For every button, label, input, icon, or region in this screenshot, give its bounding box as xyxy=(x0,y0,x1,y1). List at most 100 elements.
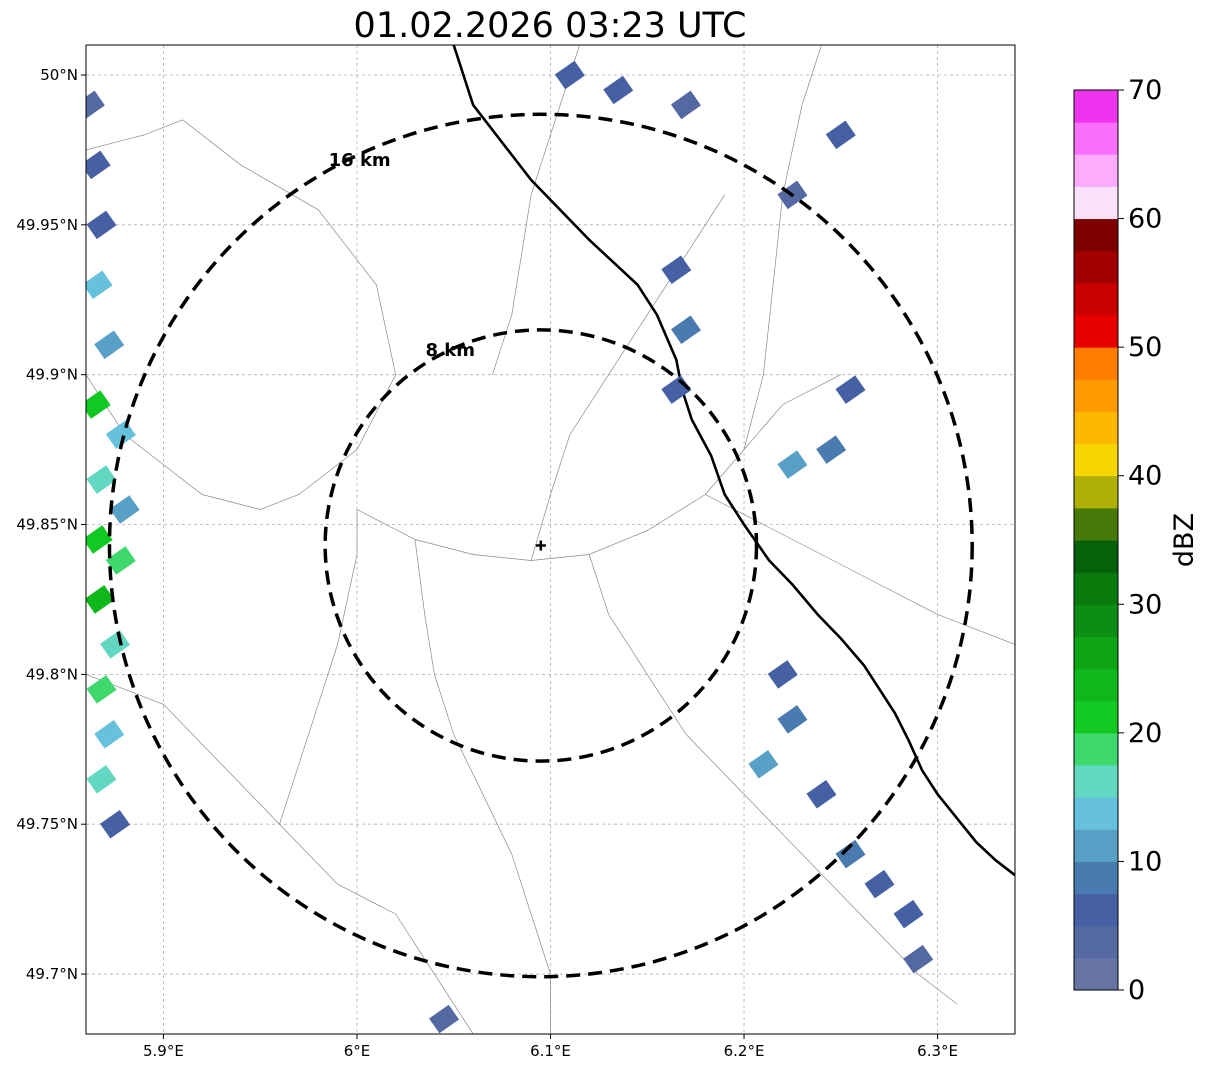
precip-cell xyxy=(94,720,125,749)
colorbar-segment xyxy=(1074,475,1118,509)
regional-boundary xyxy=(530,194,725,561)
precip-cell xyxy=(767,660,798,689)
precip-cell xyxy=(893,899,924,929)
x-tick-label: 6.3°E xyxy=(917,1042,958,1060)
precip-cell xyxy=(86,150,111,180)
x-tick-label: 6.1°E xyxy=(530,1042,571,1060)
regional-boundary xyxy=(705,494,1015,645)
regional-boundary xyxy=(414,539,551,1034)
colorbar-segment xyxy=(1074,443,1118,477)
regional-boundary xyxy=(86,674,474,1034)
colorbar-segment xyxy=(1074,315,1118,348)
colorbar-tick-label: 20 xyxy=(1128,718,1162,749)
regional-boundary xyxy=(492,45,580,375)
precipitation-layer xyxy=(86,60,934,1034)
colorbar-tick-label: 10 xyxy=(1128,846,1162,877)
precip-cell xyxy=(661,255,692,285)
colorbar-segment xyxy=(1074,507,1118,541)
x-tick-label: 5.9°E xyxy=(143,1042,184,1060)
regional-boundary xyxy=(588,554,958,1005)
precip-cell xyxy=(806,779,837,809)
x-axis-ticks: 5.9°E 6°E 6.1°E 6.2°E 6.3°E xyxy=(143,1034,958,1060)
colorbar-tick-label: 70 xyxy=(1128,75,1162,106)
x-tick-label: 6°E xyxy=(344,1042,371,1060)
y-tick-label: 49.8°N xyxy=(26,665,78,683)
precip-cell xyxy=(670,90,701,120)
precip-cell xyxy=(86,585,115,614)
colorbar-segment xyxy=(1074,893,1118,927)
boundaries-layer xyxy=(86,45,1015,1034)
range-ring-16km xyxy=(107,112,974,979)
regional-boundary xyxy=(86,119,397,510)
precip-cell xyxy=(100,630,131,659)
colorbar-segment xyxy=(1074,700,1118,734)
colorbar-segment xyxy=(1074,186,1118,220)
colorbar-segment xyxy=(1074,957,1118,991)
colorbar-tick-label: 40 xyxy=(1128,461,1162,492)
precip-cell xyxy=(86,525,113,554)
y-axis-ticks: 50°N 49.95°N 49.9°N 49.85°N 49.8°N 49.75°N 49.… xyxy=(16,66,86,983)
precip-cell xyxy=(835,375,866,404)
colorbar-segment xyxy=(1074,411,1118,445)
precip-cell xyxy=(864,869,895,899)
colorbar-tick-label: 0 xyxy=(1128,975,1145,1006)
x-tick-label: 6.2°E xyxy=(724,1042,765,1060)
colorbar-segment xyxy=(1074,572,1118,605)
regional-boundary xyxy=(743,45,822,450)
colorbar-tick-label: 30 xyxy=(1128,589,1162,620)
precip-cell xyxy=(86,390,111,419)
precip-cell xyxy=(661,375,692,404)
colorbar-segment xyxy=(1074,829,1118,862)
precip-cell xyxy=(86,765,117,794)
colorbar-segment xyxy=(1074,282,1118,316)
colorbar-segment xyxy=(1074,154,1118,187)
precip-cell xyxy=(94,330,125,359)
map-title: 01.02.2026 03:23 UTC xyxy=(353,6,747,46)
precip-cell xyxy=(603,75,634,105)
colorbar-segment xyxy=(1074,250,1118,284)
precip-cell xyxy=(86,90,105,120)
colorbar-segment xyxy=(1074,540,1118,573)
precip-cell xyxy=(86,210,117,240)
precip-cell xyxy=(86,675,117,704)
precip-cell xyxy=(86,270,113,300)
colorbar-segment xyxy=(1074,90,1118,123)
precip-cell xyxy=(903,944,934,974)
range-ring-label: 16 km xyxy=(329,150,391,171)
colorbar-segment xyxy=(1074,861,1118,895)
precip-cell xyxy=(825,120,856,150)
colorbar-segment xyxy=(1074,379,1118,412)
y-tick-label: 49.75°N xyxy=(16,815,78,833)
y-tick-label: 49.95°N xyxy=(16,216,78,234)
map-plot-area: 8 km 16 km xyxy=(85,44,1016,1035)
colorbar: 0 10 20 30 40 50 60 70 dBZ xyxy=(1073,75,1200,1006)
range-rings: 8 km 16 km xyxy=(107,112,974,979)
country-border xyxy=(452,45,1015,877)
colorbar-segment xyxy=(1074,668,1118,702)
precip-cell xyxy=(748,750,779,779)
regional-boundary xyxy=(356,374,841,561)
precip-cell xyxy=(86,465,117,494)
precip-cell xyxy=(777,705,808,734)
precip-cell xyxy=(109,495,140,524)
precip-cell xyxy=(554,60,585,90)
colorbar-segment xyxy=(1074,122,1118,155)
colorbar-label: dBZ xyxy=(1169,513,1200,567)
colorbar-segment xyxy=(1074,636,1118,670)
precip-cell xyxy=(105,546,136,575)
precip-cell xyxy=(429,1004,460,1034)
colorbar-tick-label: 60 xyxy=(1128,204,1162,235)
colorbar-segment xyxy=(1074,797,1118,830)
colorbar-segment xyxy=(1074,765,1118,798)
precip-cell xyxy=(816,435,847,464)
colorbar-frame xyxy=(1073,89,1119,991)
range-ring-label: 8 km xyxy=(425,340,475,361)
colorbar-segment xyxy=(1074,347,1118,380)
regional-boundary xyxy=(279,509,358,825)
precip-cell xyxy=(670,315,701,344)
precip-cell xyxy=(835,839,866,869)
precip-cell xyxy=(105,420,136,449)
y-tick-label: 49.9°N xyxy=(26,366,78,384)
colorbar-segment xyxy=(1074,925,1118,959)
